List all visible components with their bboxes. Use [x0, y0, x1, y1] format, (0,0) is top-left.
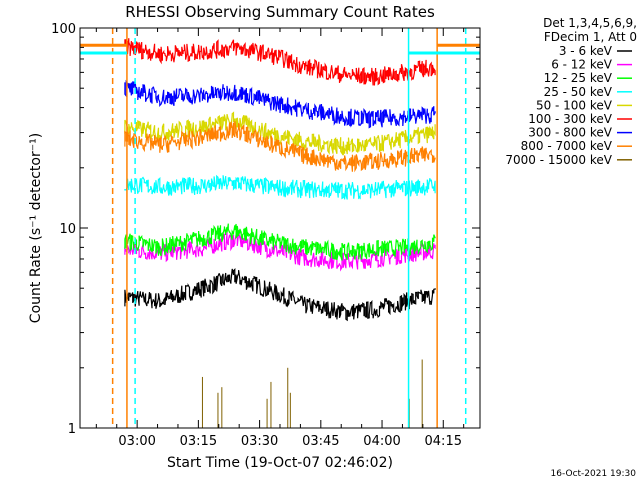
legend-entry-label: 7000 - 15000 keV: [505, 153, 612, 167]
series-2: [124, 230, 436, 272]
series-layer: [124, 38, 436, 428]
legend-header-line-1: Det 1,3,4,5,6,9,: [543, 16, 637, 30]
series-trace: [124, 111, 436, 156]
legend-entry-label: 3 - 6 keV: [559, 44, 613, 58]
x-tick-label: 03:15: [180, 434, 217, 449]
x-tick-label: 04:00: [363, 434, 400, 449]
series-trace: [124, 267, 436, 322]
legend-entry-label: 800 - 7000 keV: [521, 139, 613, 153]
marker-layer: [80, 28, 480, 428]
series-8: [124, 121, 436, 173]
x-tick-label: 03:45: [302, 434, 339, 449]
legend-entry-label: 25 - 50 keV: [544, 85, 613, 99]
y-axis-label: Count Rate (s⁻¹ detector⁻¹): [28, 133, 44, 323]
series-trace: [124, 230, 436, 272]
series-4: [124, 174, 436, 200]
legend-entry-label: 50 - 100 keV: [536, 98, 613, 112]
legend-header-line-2: FDecim 1, Att 0: [544, 30, 637, 44]
legend-entry-label: 100 - 300 keV: [528, 112, 612, 126]
x-tick-label: 04:15: [425, 434, 462, 449]
y-tick-label: 100: [51, 22, 76, 37]
series-trace: [124, 174, 436, 200]
chart-title: RHESSI Observing Summary Count Rates: [125, 3, 435, 21]
x-axis-label: Start Time (19-Oct-07 02:46:02): [167, 455, 393, 471]
series-trace: [124, 38, 436, 86]
legend-entry-label: 6 - 12 keV: [551, 58, 613, 72]
series-6: [124, 38, 436, 86]
series-trace: [124, 223, 436, 261]
legend-entry-label: 300 - 800 keV: [528, 126, 612, 140]
plot-frame: [79, 27, 481, 429]
series-5: [124, 111, 436, 156]
series-7: [124, 79, 436, 129]
series-trace: [124, 121, 436, 173]
footer-timestamp: 16-Oct-2021 19:30: [551, 469, 637, 479]
series-1: [124, 267, 436, 322]
series-3: [124, 223, 436, 261]
series-9: [201, 359, 423, 428]
y-tick-label: 10: [59, 222, 76, 237]
legend: Det 1,3,4,5,6,9, FDecim 1, Att 0 3 - 6 k…: [505, 16, 637, 167]
series-trace: [124, 79, 436, 129]
legend-entry-label: 12 - 25 keV: [544, 71, 613, 85]
axis-layer: 1 10 100 03:00 03:15 03:30 03:45 04:00 04:15: [51, 22, 480, 449]
x-tick-label: 03:30: [241, 434, 278, 449]
x-tick-label: 03:00: [118, 434, 155, 449]
y-tick-label: 1: [68, 422, 76, 437]
